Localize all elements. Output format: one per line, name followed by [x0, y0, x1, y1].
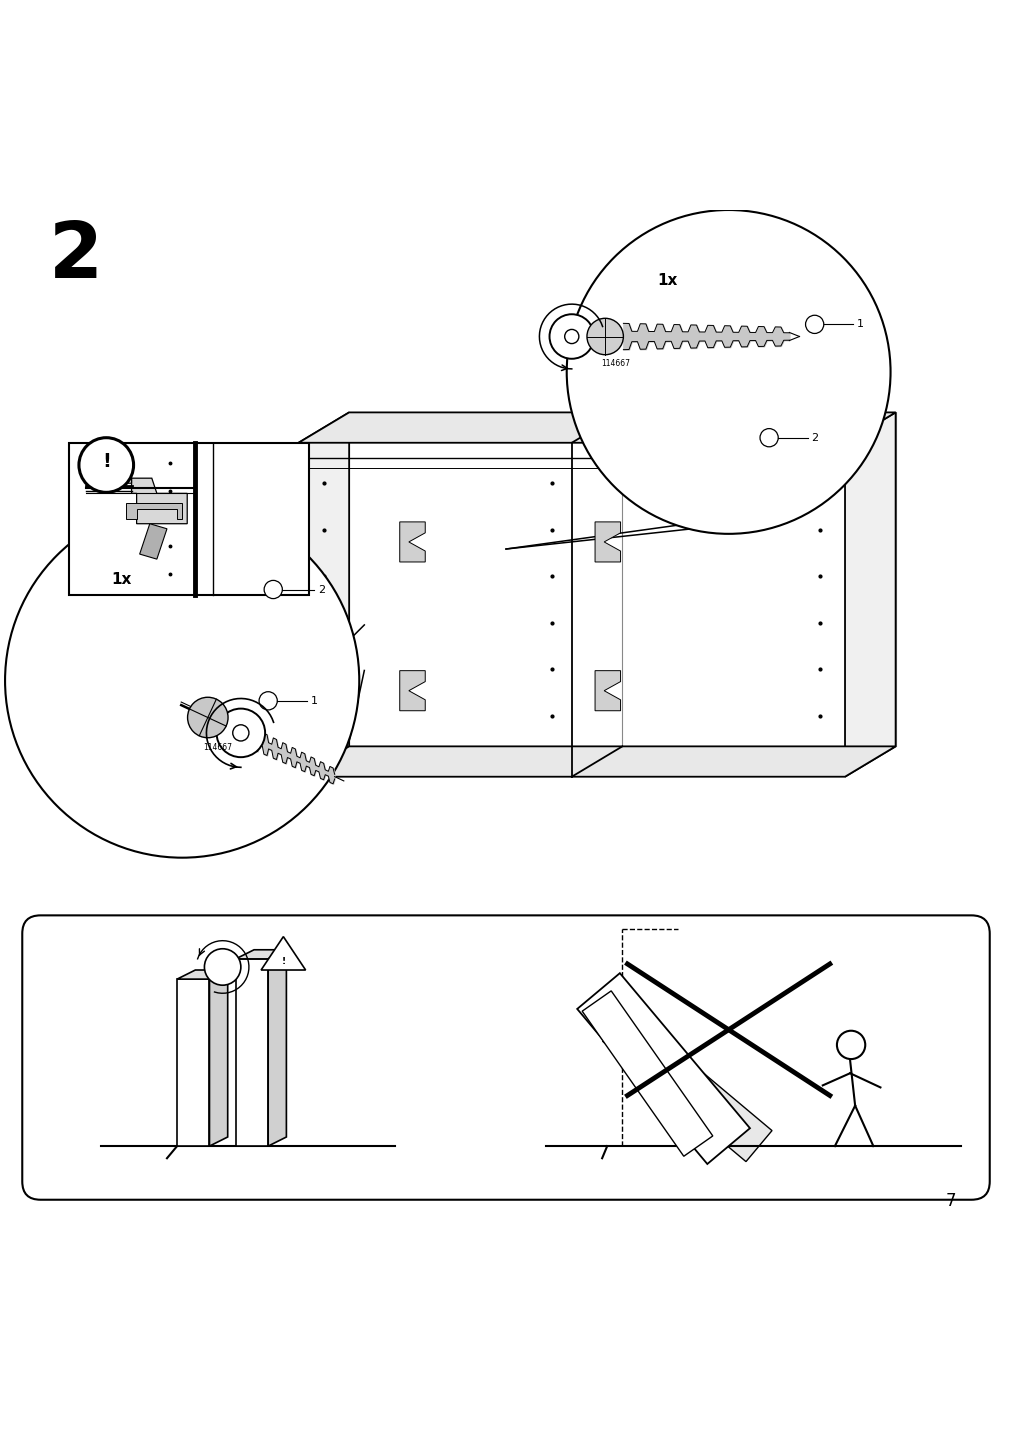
Circle shape — [805, 315, 823, 334]
Polygon shape — [581, 991, 712, 1156]
Circle shape — [259, 692, 277, 710]
Polygon shape — [209, 969, 227, 1146]
Circle shape — [5, 504, 359, 858]
Circle shape — [836, 1031, 864, 1060]
Circle shape — [204, 949, 241, 985]
Polygon shape — [177, 979, 209, 1146]
Circle shape — [564, 329, 578, 344]
Circle shape — [233, 725, 249, 740]
Polygon shape — [106, 473, 131, 483]
Polygon shape — [399, 670, 425, 710]
Text: !: ! — [281, 958, 285, 967]
Polygon shape — [177, 969, 227, 979]
Circle shape — [586, 318, 623, 355]
Circle shape — [759, 428, 777, 447]
Polygon shape — [126, 504, 182, 518]
Circle shape — [187, 697, 227, 737]
Text: 1x: 1x — [657, 274, 677, 288]
Polygon shape — [576, 974, 749, 1164]
Circle shape — [264, 580, 282, 599]
Text: !: ! — [102, 453, 110, 471]
FancyBboxPatch shape — [22, 915, 989, 1200]
Polygon shape — [236, 959, 268, 1146]
Polygon shape — [298, 412, 895, 442]
Polygon shape — [236, 949, 286, 959]
Text: 1: 1 — [856, 319, 863, 329]
Text: 114667: 114667 — [203, 743, 233, 752]
Circle shape — [79, 438, 133, 493]
Polygon shape — [594, 521, 620, 561]
Polygon shape — [131, 478, 187, 524]
Polygon shape — [140, 524, 167, 558]
Text: 1x: 1x — [111, 571, 131, 587]
Polygon shape — [844, 412, 895, 776]
Polygon shape — [399, 521, 425, 561]
Bar — [69, 442, 308, 594]
Polygon shape — [268, 949, 286, 1146]
Polygon shape — [261, 937, 305, 969]
Text: 114667: 114667 — [601, 359, 629, 368]
Circle shape — [216, 709, 265, 758]
Text: 7: 7 — [945, 1191, 955, 1210]
Text: 2: 2 — [811, 432, 818, 442]
Polygon shape — [298, 412, 349, 776]
Circle shape — [549, 314, 593, 359]
Bar — [104, 477, 112, 491]
Text: 2: 2 — [317, 584, 325, 594]
Text: 1: 1 — [310, 696, 317, 706]
Polygon shape — [594, 670, 620, 710]
Polygon shape — [602, 1010, 771, 1161]
Polygon shape — [298, 746, 895, 776]
Circle shape — [566, 211, 890, 534]
Text: 2: 2 — [49, 218, 103, 294]
